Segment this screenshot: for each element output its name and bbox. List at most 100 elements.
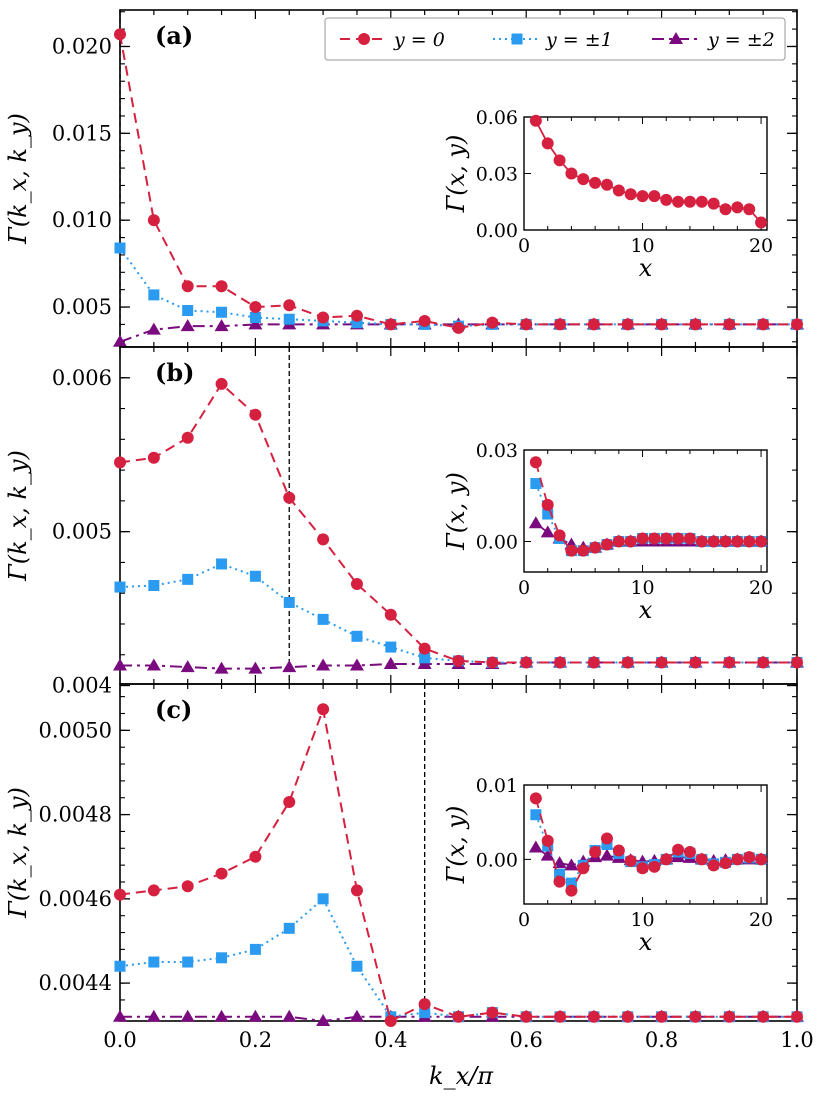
y-tick-label: 0.0048 — [39, 803, 112, 827]
data-point — [317, 893, 329, 905]
data-point — [283, 491, 296, 504]
data-point — [554, 656, 567, 669]
data-point — [147, 884, 160, 897]
data-point — [350, 309, 363, 322]
data-point — [113, 1009, 127, 1022]
data-point — [791, 656, 803, 669]
inset-data-point — [612, 844, 625, 857]
inset: 0 10 20 0.00 0.03 x Γ(x, y) — [442, 440, 773, 624]
x-tick-label: 0.0 — [103, 1028, 136, 1052]
inset-data-point — [660, 532, 673, 545]
legend-marker-2 — [669, 32, 683, 44]
inset-x-axis-label: x — [639, 254, 653, 282]
data-point — [249, 301, 262, 314]
data-point — [419, 652, 431, 664]
data-point — [180, 1009, 195, 1022]
inset-data-point — [743, 851, 756, 864]
inset-x-tick-label: 20 — [749, 577, 773, 599]
inset-data-point — [672, 195, 685, 208]
inset-data-point — [731, 535, 744, 548]
legend-label: y = 0 — [393, 29, 445, 51]
data-point — [621, 318, 634, 331]
data-point — [351, 630, 363, 642]
data-point — [486, 1006, 499, 1019]
inset-data-point — [707, 197, 720, 210]
data-point — [146, 658, 161, 671]
data-point — [113, 658, 127, 671]
inset-x-axis-label: x — [639, 928, 653, 956]
inset-data-point — [541, 834, 554, 847]
y-tick-label: 0.006 — [52, 366, 112, 390]
data-point — [215, 867, 228, 880]
data-point — [384, 318, 397, 331]
data-point — [216, 558, 228, 570]
y-axis-label: Γ(k_x, k_y) — [4, 450, 32, 582]
data-point — [419, 1007, 431, 1019]
inset-x-tick-label: 10 — [630, 577, 654, 599]
data-point — [114, 28, 126, 41]
inset-y-axis-label: Γ(x, y) — [442, 806, 470, 885]
data-point — [350, 577, 363, 590]
inset-data-point — [589, 845, 602, 858]
inset-data-point — [553, 875, 566, 888]
data-point — [248, 1009, 263, 1022]
data-point — [317, 533, 330, 546]
inset-data-point — [695, 535, 708, 548]
data-point — [148, 289, 160, 301]
data-point — [418, 314, 431, 327]
data-point — [349, 658, 364, 671]
y-tick-label: 0.0050 — [39, 718, 112, 742]
data-point — [621, 1010, 634, 1023]
data-point — [350, 884, 363, 897]
inset-data-point — [755, 535, 768, 548]
data-point — [283, 922, 295, 934]
data-point — [148, 956, 160, 968]
inset-data-point — [530, 809, 542, 821]
inset-data-point — [565, 544, 578, 557]
series-line-0 — [119, 705, 797, 1023]
inset-data-point — [553, 154, 566, 167]
inset-data-point — [528, 840, 543, 853]
data-point — [316, 658, 331, 671]
legend-marker-1 — [511, 33, 523, 45]
inset-data-point — [554, 868, 566, 880]
panel-label: (a) — [155, 21, 193, 50]
inset: 0 10 20 0.00 0.03 0.06 x Γ(x, y) — [442, 107, 773, 282]
data-point — [182, 956, 194, 968]
data-point — [655, 318, 668, 331]
series-line-0 — [119, 382, 797, 664]
data-point — [181, 280, 194, 293]
inset-data-point — [707, 859, 720, 872]
inset-x-axis-label: x — [639, 596, 653, 624]
inset-data-point — [683, 195, 696, 208]
inset-x-tick-label: 0 — [518, 235, 530, 257]
data-point — [249, 850, 262, 863]
data-point — [283, 313, 295, 325]
data-point — [114, 242, 126, 254]
data-point — [689, 318, 702, 331]
panel-b: 0.004 0.005 0.006 Γ(k_x, k_y) (b) 0 10 20 0.00 0.… — [4, 346, 804, 698]
data-point — [384, 608, 397, 621]
inset-data-point — [577, 173, 590, 186]
data-point — [791, 1010, 803, 1023]
inset-data-point — [695, 195, 708, 208]
data-point — [114, 581, 126, 593]
x-axis-label: k_x/π — [429, 1062, 494, 1090]
data-point — [283, 299, 296, 312]
inset-y-tick-label: 0.06 — [476, 107, 518, 129]
data-point — [520, 1010, 533, 1023]
inset-data-point — [541, 137, 554, 150]
data-point — [146, 322, 161, 335]
data-point — [182, 573, 194, 585]
y-tick-label: 0.020 — [52, 34, 112, 58]
data-point — [147, 451, 160, 464]
data-point — [214, 1009, 229, 1022]
data-point — [587, 656, 600, 669]
data-point — [182, 305, 194, 317]
inset-data-point — [529, 114, 542, 127]
inset-data-point — [719, 535, 732, 548]
data-point — [113, 334, 127, 347]
data-point — [316, 1014, 331, 1026]
inset-data-point — [743, 535, 756, 548]
inset-frame — [523, 449, 768, 573]
